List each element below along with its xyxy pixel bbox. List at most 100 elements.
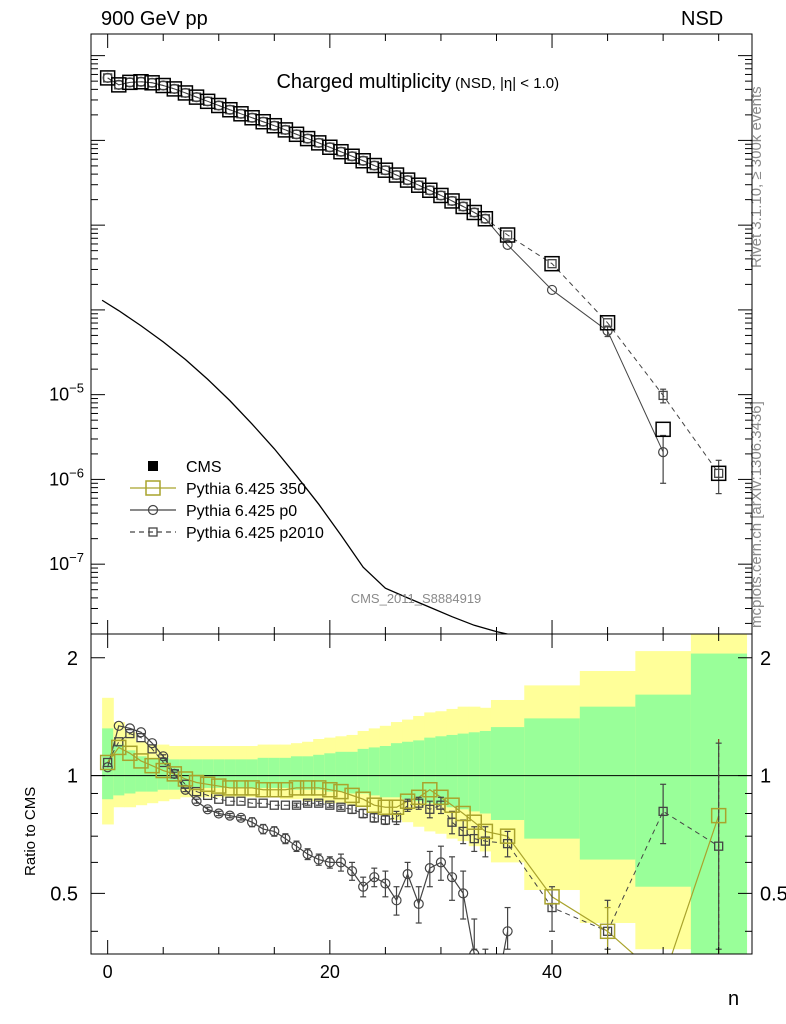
s350-ratio-point — [599, 923, 616, 940]
cms-data-point — [266, 117, 283, 134]
p0-ratio-point — [458, 888, 469, 899]
mc-curve-line — [101, 299, 511, 634]
s350-ratio-point — [444, 797, 460, 813]
p2010-ratio-point — [347, 804, 357, 814]
p0-ratio-point — [324, 857, 335, 868]
p2010-ratio-point — [280, 800, 291, 810]
s350-ratio-point — [177, 771, 194, 787]
x-tick-label: 0 — [103, 962, 113, 982]
s350-ratio-point — [277, 781, 294, 798]
cms-data-point — [222, 101, 238, 118]
s350-ratio-point — [310, 780, 327, 796]
p2010-ratio-point — [447, 817, 457, 827]
p2010-ratio-point — [269, 800, 279, 810]
p2010-ratio-point — [336, 802, 346, 812]
legend-marker — [148, 527, 158, 537]
s350-ratio-point — [244, 780, 260, 796]
p2010-ratio-point — [480, 836, 491, 846]
y-tick-label: 10−7 — [49, 550, 84, 574]
s350-ratio-point — [388, 799, 405, 815]
cms-data-point — [310, 135, 327, 151]
s350-ratio-point — [710, 807, 727, 824]
s350-ratio-point — [99, 754, 116, 771]
p0-ratio-point — [280, 833, 291, 844]
ratio-band-inner — [357, 748, 370, 794]
cms-data-point — [444, 193, 460, 209]
p0-ratio-point — [502, 926, 513, 937]
p0-main-line — [107, 77, 664, 453]
p0-ratio-point — [213, 808, 224, 819]
p2010-main-point — [714, 468, 724, 478]
p0-ratio-point — [446, 872, 458, 883]
p0-ratio-point — [135, 727, 147, 738]
s350-ratio-point — [288, 780, 305, 796]
ratio-band-inner — [313, 754, 325, 790]
p2010-ratio-point — [247, 798, 257, 808]
cms-data-point — [455, 198, 471, 215]
p2010-ratio-point — [358, 808, 368, 819]
x-axis-label: n — [728, 988, 740, 1010]
s350-ratio-point — [188, 774, 205, 791]
ratio-band-inner — [279, 757, 292, 788]
s350-ratio-point — [255, 781, 271, 798]
cms-data-point — [166, 81, 183, 97]
p0-ratio-point — [102, 762, 113, 773]
p0-ratio-point — [191, 796, 202, 807]
p0-main-point — [546, 284, 558, 296]
p2010-ratio-point — [458, 826, 468, 837]
cms-data-point — [277, 122, 294, 138]
p2010-ratio-point — [658, 806, 668, 817]
cms-data-point — [244, 109, 260, 126]
p2010-ratio-line — [107, 733, 719, 932]
cms-data-point — [233, 106, 249, 122]
ratio-band-inner — [490, 727, 525, 820]
cms-data-point — [466, 204, 483, 221]
s350-ratio-point — [433, 789, 449, 806]
p0-ratio-point — [291, 841, 302, 852]
legend-item: Pythia 6.425 350 — [130, 480, 306, 498]
p2010-ratio-point — [258, 798, 268, 808]
cms-data-point — [211, 97, 227, 114]
cms-data-point — [499, 227, 516, 243]
cms-data-point — [399, 172, 416, 188]
s350-ratio-point — [355, 791, 371, 807]
s350-ratio-point — [344, 787, 360, 804]
ratio-band-inner — [524, 718, 581, 839]
cms-data-point — [544, 255, 560, 272]
s350-ratio-point — [544, 889, 560, 905]
ratio-band-inner — [435, 736, 448, 806]
ratio-band-inner — [190, 759, 203, 788]
cms-data-point — [333, 143, 349, 160]
ratio-band-inner — [402, 741, 414, 800]
p0-ratio-point — [435, 857, 447, 868]
p2010-ratio-point — [314, 798, 324, 808]
cms-data-point — [177, 85, 194, 101]
ratio-band-inner — [146, 757, 159, 792]
p0-ratio-point — [113, 720, 124, 731]
ratio-band-inner — [424, 737, 436, 804]
p2010-ratio-point — [302, 798, 313, 808]
p2010-ratio-point — [369, 813, 379, 823]
p2010-ratio-point — [425, 804, 435, 814]
p0-ratio-point — [124, 723, 135, 734]
cms-data-point — [255, 113, 271, 130]
chart-legend: CMS Pythia 6.425 350 Pythia 6.425 p0 Pythia… — [130, 459, 324, 542]
ratio-band-inner — [579, 706, 636, 860]
ratio-band-inner — [390, 743, 403, 798]
cms-data-point — [288, 126, 305, 143]
p2010-ratio-point — [291, 800, 302, 810]
p0-ratio-point — [235, 812, 247, 823]
s350-ratio-point — [266, 781, 283, 798]
cms-data-point — [710, 465, 727, 482]
chart-title: Charged multiplicity — [276, 71, 451, 93]
x-tick-label: 40 — [542, 962, 562, 982]
ratio-band-inner — [113, 744, 125, 796]
cms-data-point — [377, 162, 394, 178]
cms-data-point — [366, 157, 383, 174]
ratio-band-inner — [202, 759, 214, 788]
ratio-band-inner — [468, 732, 481, 812]
p2010-main-point — [602, 318, 613, 328]
main-panel-frame — [90, 33, 753, 635]
p0-ratio-point — [246, 817, 258, 828]
